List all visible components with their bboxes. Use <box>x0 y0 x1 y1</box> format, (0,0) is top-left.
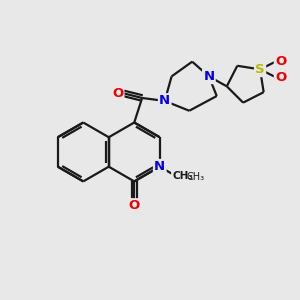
Text: N: N <box>154 160 165 173</box>
Text: N: N <box>159 94 170 107</box>
Text: N: N <box>203 70 214 83</box>
Text: CH₃: CH₃ <box>172 172 193 182</box>
Text: S: S <box>255 63 265 76</box>
Text: O: O <box>112 87 123 100</box>
Text: O: O <box>129 200 140 212</box>
Text: O: O <box>275 55 286 68</box>
Text: CH₃: CH₃ <box>187 172 205 182</box>
Text: O: O <box>275 71 286 84</box>
